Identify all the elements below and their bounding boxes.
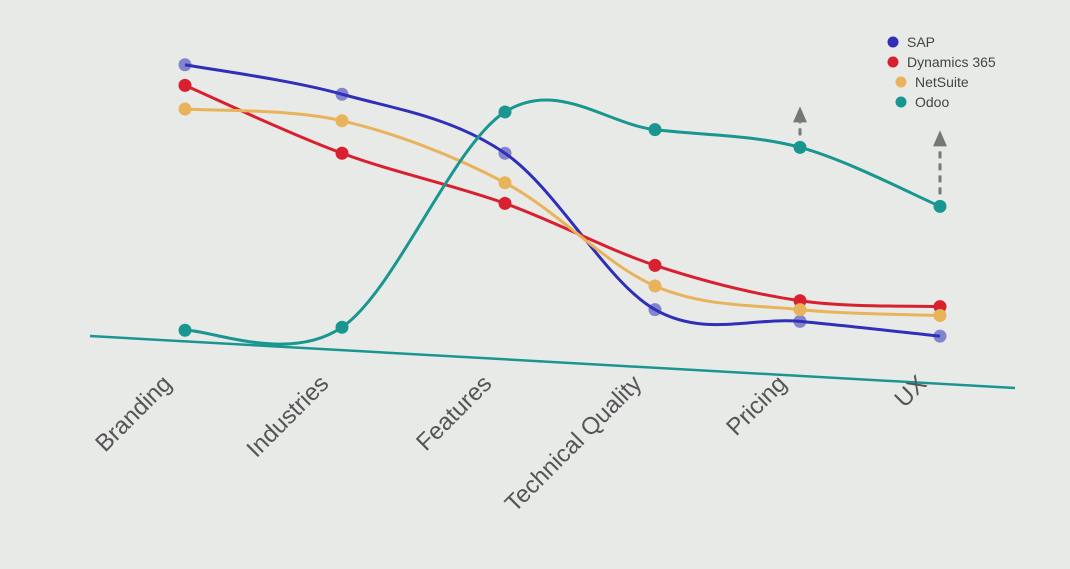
point xyxy=(178,58,192,72)
legend-swatch xyxy=(887,56,899,68)
point xyxy=(793,314,807,328)
legend-label: SAP xyxy=(907,34,935,50)
point xyxy=(793,140,807,154)
point xyxy=(648,303,662,317)
baseline xyxy=(89,334,1016,390)
point xyxy=(933,199,947,213)
point xyxy=(648,258,662,272)
point xyxy=(933,329,947,343)
point xyxy=(498,176,512,190)
legend-label: NetSuite xyxy=(915,74,969,90)
point xyxy=(335,114,349,128)
point xyxy=(498,105,512,119)
point xyxy=(178,78,192,92)
point xyxy=(178,102,192,116)
point xyxy=(178,323,192,337)
legend-swatch xyxy=(895,96,907,108)
arrow-head xyxy=(933,130,947,147)
legend-swatch xyxy=(895,76,907,88)
point xyxy=(498,146,512,160)
legend-label: Odoo xyxy=(915,94,949,110)
point xyxy=(498,196,512,210)
arrow-head xyxy=(793,106,807,123)
legend-swatch xyxy=(887,36,899,48)
point xyxy=(648,123,662,137)
point xyxy=(648,279,662,293)
legend-label: Dynamics 365 xyxy=(907,54,996,70)
point xyxy=(933,309,947,322)
point xyxy=(335,87,349,101)
point xyxy=(335,146,349,160)
point xyxy=(793,303,807,317)
point xyxy=(335,320,349,334)
